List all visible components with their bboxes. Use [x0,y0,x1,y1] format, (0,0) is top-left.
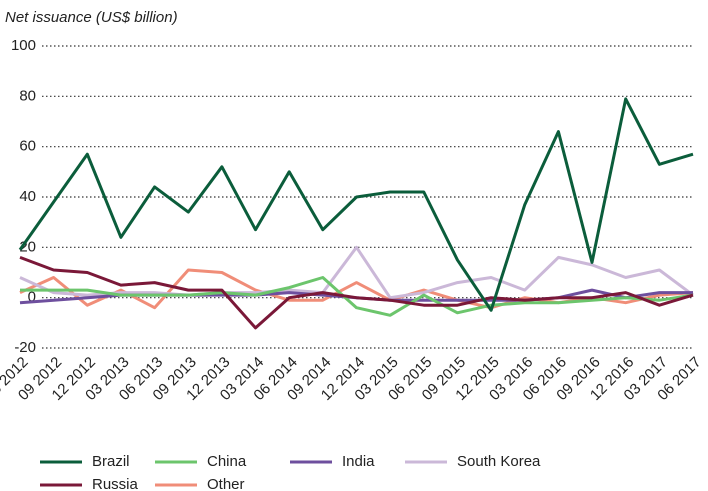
legend-label: Russia [92,476,139,491]
legend-label: Other [207,476,245,491]
series-line [19,245,694,300]
legend-label: Brazil [92,453,130,470]
y-tick-label: 40 [19,188,36,205]
y-axis-title: Net issuance (US$ billion) [5,9,178,26]
y-tick-label: 80 [19,87,36,104]
y-tick-label: 100 [11,37,36,54]
series-line [18,97,694,312]
legend-label: South Korea [457,453,541,470]
y-tick-label: -20 [14,339,36,356]
series-line [20,276,694,317]
y-tick-label: 60 [19,138,36,155]
legend-label: China [207,453,247,470]
series-line [19,255,694,330]
y-tick-label: 0 [28,289,36,306]
legend-label: India [342,453,375,470]
